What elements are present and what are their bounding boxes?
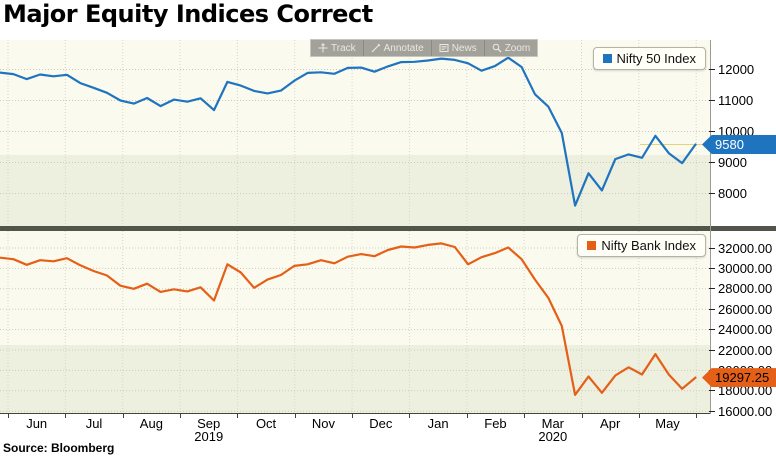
nifty50-legend-label: Nifty 50 Index bbox=[616, 51, 697, 66]
x-axis-tick bbox=[466, 414, 468, 418]
nifty-bank-chart-panel[interactable] bbox=[0, 231, 710, 413]
x-axis-tick bbox=[352, 414, 354, 418]
nifty-bank-legend-swatch bbox=[587, 241, 597, 250]
tick-mark bbox=[709, 349, 715, 351]
x-axis-month-label: May bbox=[655, 416, 680, 431]
y-axis-tick-label: 11000 bbox=[709, 93, 753, 109]
news-button[interactable]: News bbox=[430, 40, 484, 56]
tick-mark bbox=[709, 267, 715, 269]
track-icon bbox=[318, 43, 328, 53]
x-axis-month-label: Feb bbox=[484, 416, 507, 431]
y-axis-tick-label: 16000.00 bbox=[709, 403, 772, 419]
zoom-button[interactable]: Zoom bbox=[483, 40, 538, 56]
nifty-bank-legend-label: Nifty Bank Index bbox=[601, 238, 696, 253]
nifty-bank-legend: Nifty Bank Index bbox=[577, 234, 706, 257]
annotate-button[interactable]: Annotate bbox=[362, 40, 431, 56]
x-axis-month-label: Nov bbox=[311, 416, 335, 431]
x-axis-tick bbox=[122, 414, 124, 418]
track-label: Track bbox=[331, 42, 356, 54]
tick-mark bbox=[709, 131, 715, 132]
panel-divider bbox=[0, 226, 776, 231]
annotate-label: Annotate bbox=[383, 42, 424, 54]
annotate-icon bbox=[371, 43, 381, 53]
y-axis-tick-label: 9000 bbox=[709, 155, 747, 171]
x-axis-month-label: Dec bbox=[369, 416, 393, 431]
y-axis-tick-label: 12000 bbox=[709, 62, 754, 78]
tick-mark bbox=[709, 247, 715, 249]
chart-toolbar: Track Annotate News Zoom bbox=[310, 39, 539, 57]
x-axis-month-label: Oct bbox=[255, 416, 277, 431]
x-axis-month-label: Apr bbox=[600, 416, 621, 431]
x-axis-tick bbox=[8, 414, 9, 418]
y-axis-tick-label: 32000.00 bbox=[709, 240, 772, 256]
x-axis-tick bbox=[237, 414, 239, 418]
y-axis-tick-label: 8000 bbox=[709, 186, 747, 202]
y-axis-tick-label: 28000.00 bbox=[709, 281, 772, 297]
tick-mark bbox=[709, 100, 715, 101]
news-icon bbox=[439, 44, 449, 52]
source-attribution: Source: Bloomberg bbox=[3, 441, 115, 455]
x-axis-tick bbox=[180, 414, 182, 418]
y-axis-tick-label: 30000.00 bbox=[709, 260, 772, 276]
tick-mark bbox=[709, 193, 715, 194]
x-axis-tick bbox=[524, 414, 526, 418]
tick-mark bbox=[709, 288, 715, 290]
x-axis-tick bbox=[294, 414, 296, 418]
tick-mark bbox=[709, 162, 715, 163]
x-axis-month-label: Jan bbox=[427, 416, 449, 431]
x-axis-month-label: Jun bbox=[26, 416, 48, 431]
x-axis-month-label: Mar bbox=[541, 416, 564, 431]
tick-mark bbox=[709, 410, 715, 412]
y-axis-tick-label: 22000.00 bbox=[709, 342, 772, 358]
x-axis-tick bbox=[409, 414, 411, 418]
zoom-icon bbox=[492, 43, 502, 53]
x-axis-year-label: 2020 bbox=[538, 429, 568, 444]
nifty50-legend-swatch bbox=[602, 54, 612, 63]
nifty50-legend: Nifty 50 Index bbox=[592, 47, 706, 70]
x-axis-month-label: Jul bbox=[85, 416, 103, 431]
tick-mark bbox=[709, 69, 715, 70]
zoom-label: Zoom bbox=[504, 42, 531, 54]
tick-mark bbox=[709, 390, 715, 392]
nifty-bank-last-price-tag: 19297.25 bbox=[702, 368, 776, 388]
x-axis-tick bbox=[696, 414, 698, 418]
track-button[interactable]: Track bbox=[311, 40, 363, 56]
x-axis-tick bbox=[65, 414, 67, 418]
nifty50-last-price-tag: 9580 bbox=[702, 135, 776, 155]
tick-mark bbox=[709, 308, 715, 310]
x-axis-year-label: 2019 bbox=[194, 429, 224, 444]
y-axis-tick-label: 24000.00 bbox=[709, 322, 772, 338]
page-title: Major Equity Indices Correct bbox=[3, 0, 373, 28]
nifty50-chart-panel[interactable] bbox=[0, 40, 710, 226]
y-axis-tick-label: 26000.00 bbox=[709, 301, 772, 317]
news-label: News bbox=[451, 42, 477, 54]
x-axis-month-label: Sep bbox=[197, 416, 221, 431]
x-axis-tick bbox=[638, 414, 640, 418]
x-axis-tick bbox=[581, 414, 583, 418]
y-axis-line bbox=[710, 40, 711, 414]
x-axis-month-label: Aug bbox=[139, 416, 163, 431]
tick-mark bbox=[709, 329, 715, 331]
x-axis-line bbox=[0, 413, 710, 414]
